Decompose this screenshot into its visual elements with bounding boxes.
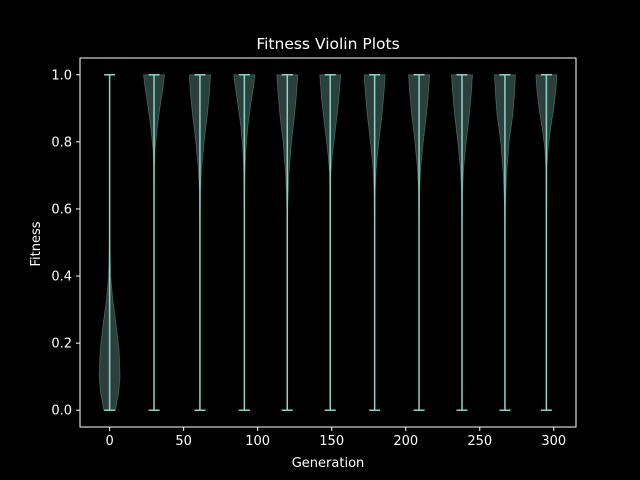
x-tick-label: 100 bbox=[245, 434, 270, 449]
x-tick-label: 300 bbox=[541, 434, 566, 449]
y-axis-title: Fitness bbox=[29, 221, 44, 266]
x-tick-label: 200 bbox=[393, 434, 418, 449]
plot-area bbox=[98, 74, 558, 411]
y-tick-label: 0.8 bbox=[51, 135, 72, 150]
x-axis-title: Generation bbox=[292, 456, 365, 471]
x-tick-label: 250 bbox=[467, 434, 492, 449]
y-tick-label: 1.0 bbox=[51, 68, 72, 83]
axes: 0 50 100 150 200 250 300 0.0 0.2 0.4 0.6 0.8 1.0 bbox=[51, 57, 577, 449]
y-tick-label: 0.4 bbox=[51, 270, 72, 285]
chart-title: Fitness Violin Plots bbox=[256, 35, 399, 53]
y-tick-label: 0.6 bbox=[51, 202, 72, 217]
axes-frame bbox=[79, 57, 577, 428]
y-tick-label: 0.0 bbox=[51, 404, 72, 419]
y-tick-label: 0.2 bbox=[51, 337, 72, 352]
x-tick-label: 50 bbox=[175, 434, 192, 449]
x-tick-label: 0 bbox=[105, 434, 113, 449]
x-tick-label: 150 bbox=[319, 434, 344, 449]
